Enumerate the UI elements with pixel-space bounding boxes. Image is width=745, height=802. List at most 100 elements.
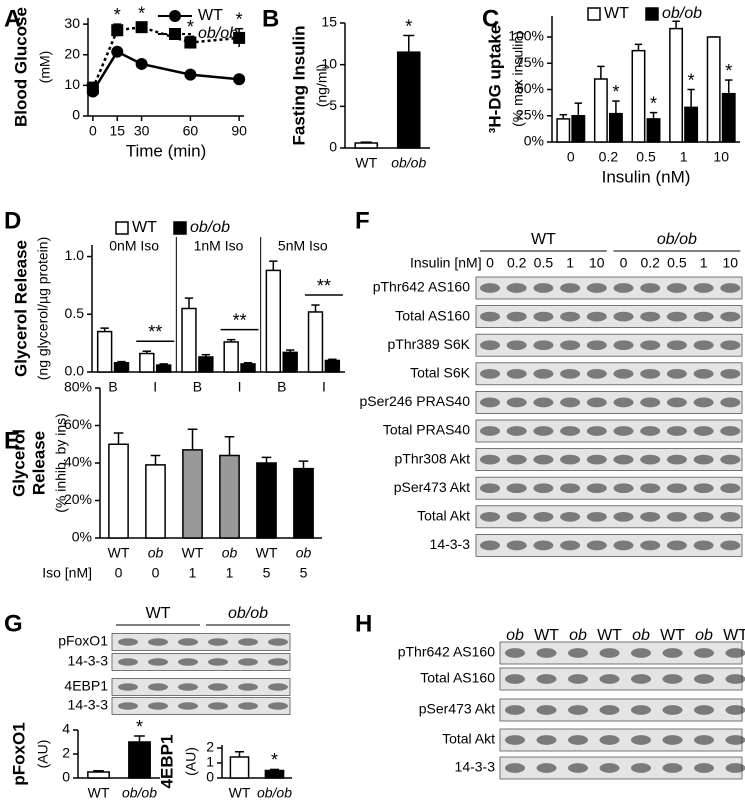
- x-tick-label: 0.5: [636, 149, 656, 165]
- marker: [233, 31, 246, 44]
- blot-band: [693, 483, 714, 494]
- y-tick-label: 10: [64, 76, 80, 92]
- blot-band: [666, 511, 687, 522]
- x-axis-title: Time (min): [126, 141, 207, 160]
- blot-band: [178, 638, 198, 646]
- blot-band: [693, 283, 714, 293]
- significance: *: [236, 9, 243, 29]
- significance: *: [114, 5, 121, 25]
- bar: [721, 92, 736, 143]
- blot-band: [725, 735, 745, 745]
- blot-row-label: pThr308 Akt: [395, 450, 471, 466]
- blot-band: [536, 735, 557, 745]
- x-tick-label: WT: [355, 155, 377, 171]
- blot-band: [631, 735, 651, 745]
- blot-band: [694, 735, 714, 745]
- panel-letter: H: [355, 610, 372, 637]
- lane-label: 0.2: [507, 255, 527, 271]
- blot-band: [586, 340, 607, 351]
- bar: [396, 51, 421, 149]
- blot-band: [662, 763, 683, 773]
- blot-band: [568, 735, 588, 745]
- y-axis-unit: (ng glycerol/µg protein): [35, 237, 51, 380]
- y-tick-label: 2: [62, 745, 70, 761]
- blot-band: [560, 540, 581, 551]
- x-tick-label-2: 1: [226, 565, 234, 581]
- legend-label: WT: [604, 5, 629, 22]
- blot-band: [693, 511, 714, 522]
- blot-band: [506, 511, 527, 522]
- group-label: WT: [531, 231, 556, 248]
- blot-band: [599, 763, 620, 773]
- blot-band: [662, 705, 683, 715]
- x-tick-label: WT: [229, 785, 251, 801]
- x-tick-label: ob: [222, 545, 238, 561]
- bar: [669, 27, 684, 143]
- x-tick-label: WT: [256, 545, 278, 561]
- blot-band: [586, 483, 607, 494]
- blot-band: [613, 426, 634, 436]
- bar: [181, 307, 197, 373]
- blot-band: [640, 283, 661, 293]
- blot-band: [586, 454, 607, 465]
- blot-band: [480, 311, 500, 322]
- blot-band: [506, 426, 527, 436]
- blot-band: [533, 311, 554, 322]
- blot-band: [208, 683, 228, 691]
- bar: [706, 36, 721, 143]
- bar: [646, 118, 661, 143]
- blot-header: Insulin [nM]: [410, 255, 482, 271]
- blot-strip: [111, 697, 291, 715]
- y-tick-label: 0: [62, 769, 70, 785]
- legend-marker: [169, 10, 181, 22]
- blot-row-label: 14-3-3: [430, 536, 471, 552]
- y-tick-label: 0: [206, 769, 214, 785]
- significance: **: [233, 310, 247, 330]
- lane-label: 10: [723, 255, 739, 271]
- blot-band: [480, 340, 500, 351]
- blot-band: [480, 368, 500, 379]
- blot-band: [533, 454, 554, 465]
- blot-band: [208, 658, 228, 666]
- bar: [324, 359, 341, 373]
- x-tick-label: WT: [182, 545, 204, 561]
- blot-band: [666, 426, 687, 436]
- blot-band: [693, 540, 714, 551]
- y-tick-label: 10: [321, 55, 337, 71]
- blot-band: [613, 397, 634, 408]
- blot-band: [693, 368, 714, 379]
- lane-label: ob: [632, 627, 650, 644]
- blot-strip: [111, 678, 291, 696]
- lane-label: 10: [589, 255, 605, 271]
- y-axis-title: pFoxO1: [9, 722, 28, 785]
- blot-row-label: pSer473 Akt: [394, 479, 470, 495]
- y-tick-label: 20%: [64, 491, 92, 507]
- blot-band: [720, 340, 741, 351]
- blot-band: [536, 763, 557, 773]
- x-tick-label: WT: [108, 545, 130, 561]
- blot-row-label: 14-3-3: [68, 653, 109, 669]
- bar: [87, 771, 110, 779]
- y-axis-unit: (% max insulin): [510, 31, 526, 127]
- x-tick-label-2: 1: [189, 565, 197, 581]
- blot-band: [693, 340, 714, 351]
- bar: [265, 269, 282, 373]
- blot-band: [694, 705, 714, 715]
- blot-band: [662, 674, 683, 684]
- blot-band: [238, 683, 258, 691]
- y-axis-title: Fasting Insulin: [289, 26, 308, 146]
- significance: **: [148, 322, 162, 342]
- blot-row-label: Total PRAS40: [383, 422, 470, 438]
- bar: [307, 311, 324, 373]
- bar: [240, 363, 256, 373]
- blot-band: [613, 540, 634, 551]
- blot-strip: [475, 276, 743, 300]
- blot-band: [720, 426, 741, 436]
- y-tick-label: 0: [329, 139, 337, 155]
- group-label: 1nM Iso: [194, 238, 244, 254]
- blot-band: [268, 658, 288, 666]
- blot-band: [725, 674, 745, 684]
- lane-label: ob: [506, 627, 524, 644]
- blot-strip: [475, 534, 743, 557]
- significance: *: [138, 3, 145, 23]
